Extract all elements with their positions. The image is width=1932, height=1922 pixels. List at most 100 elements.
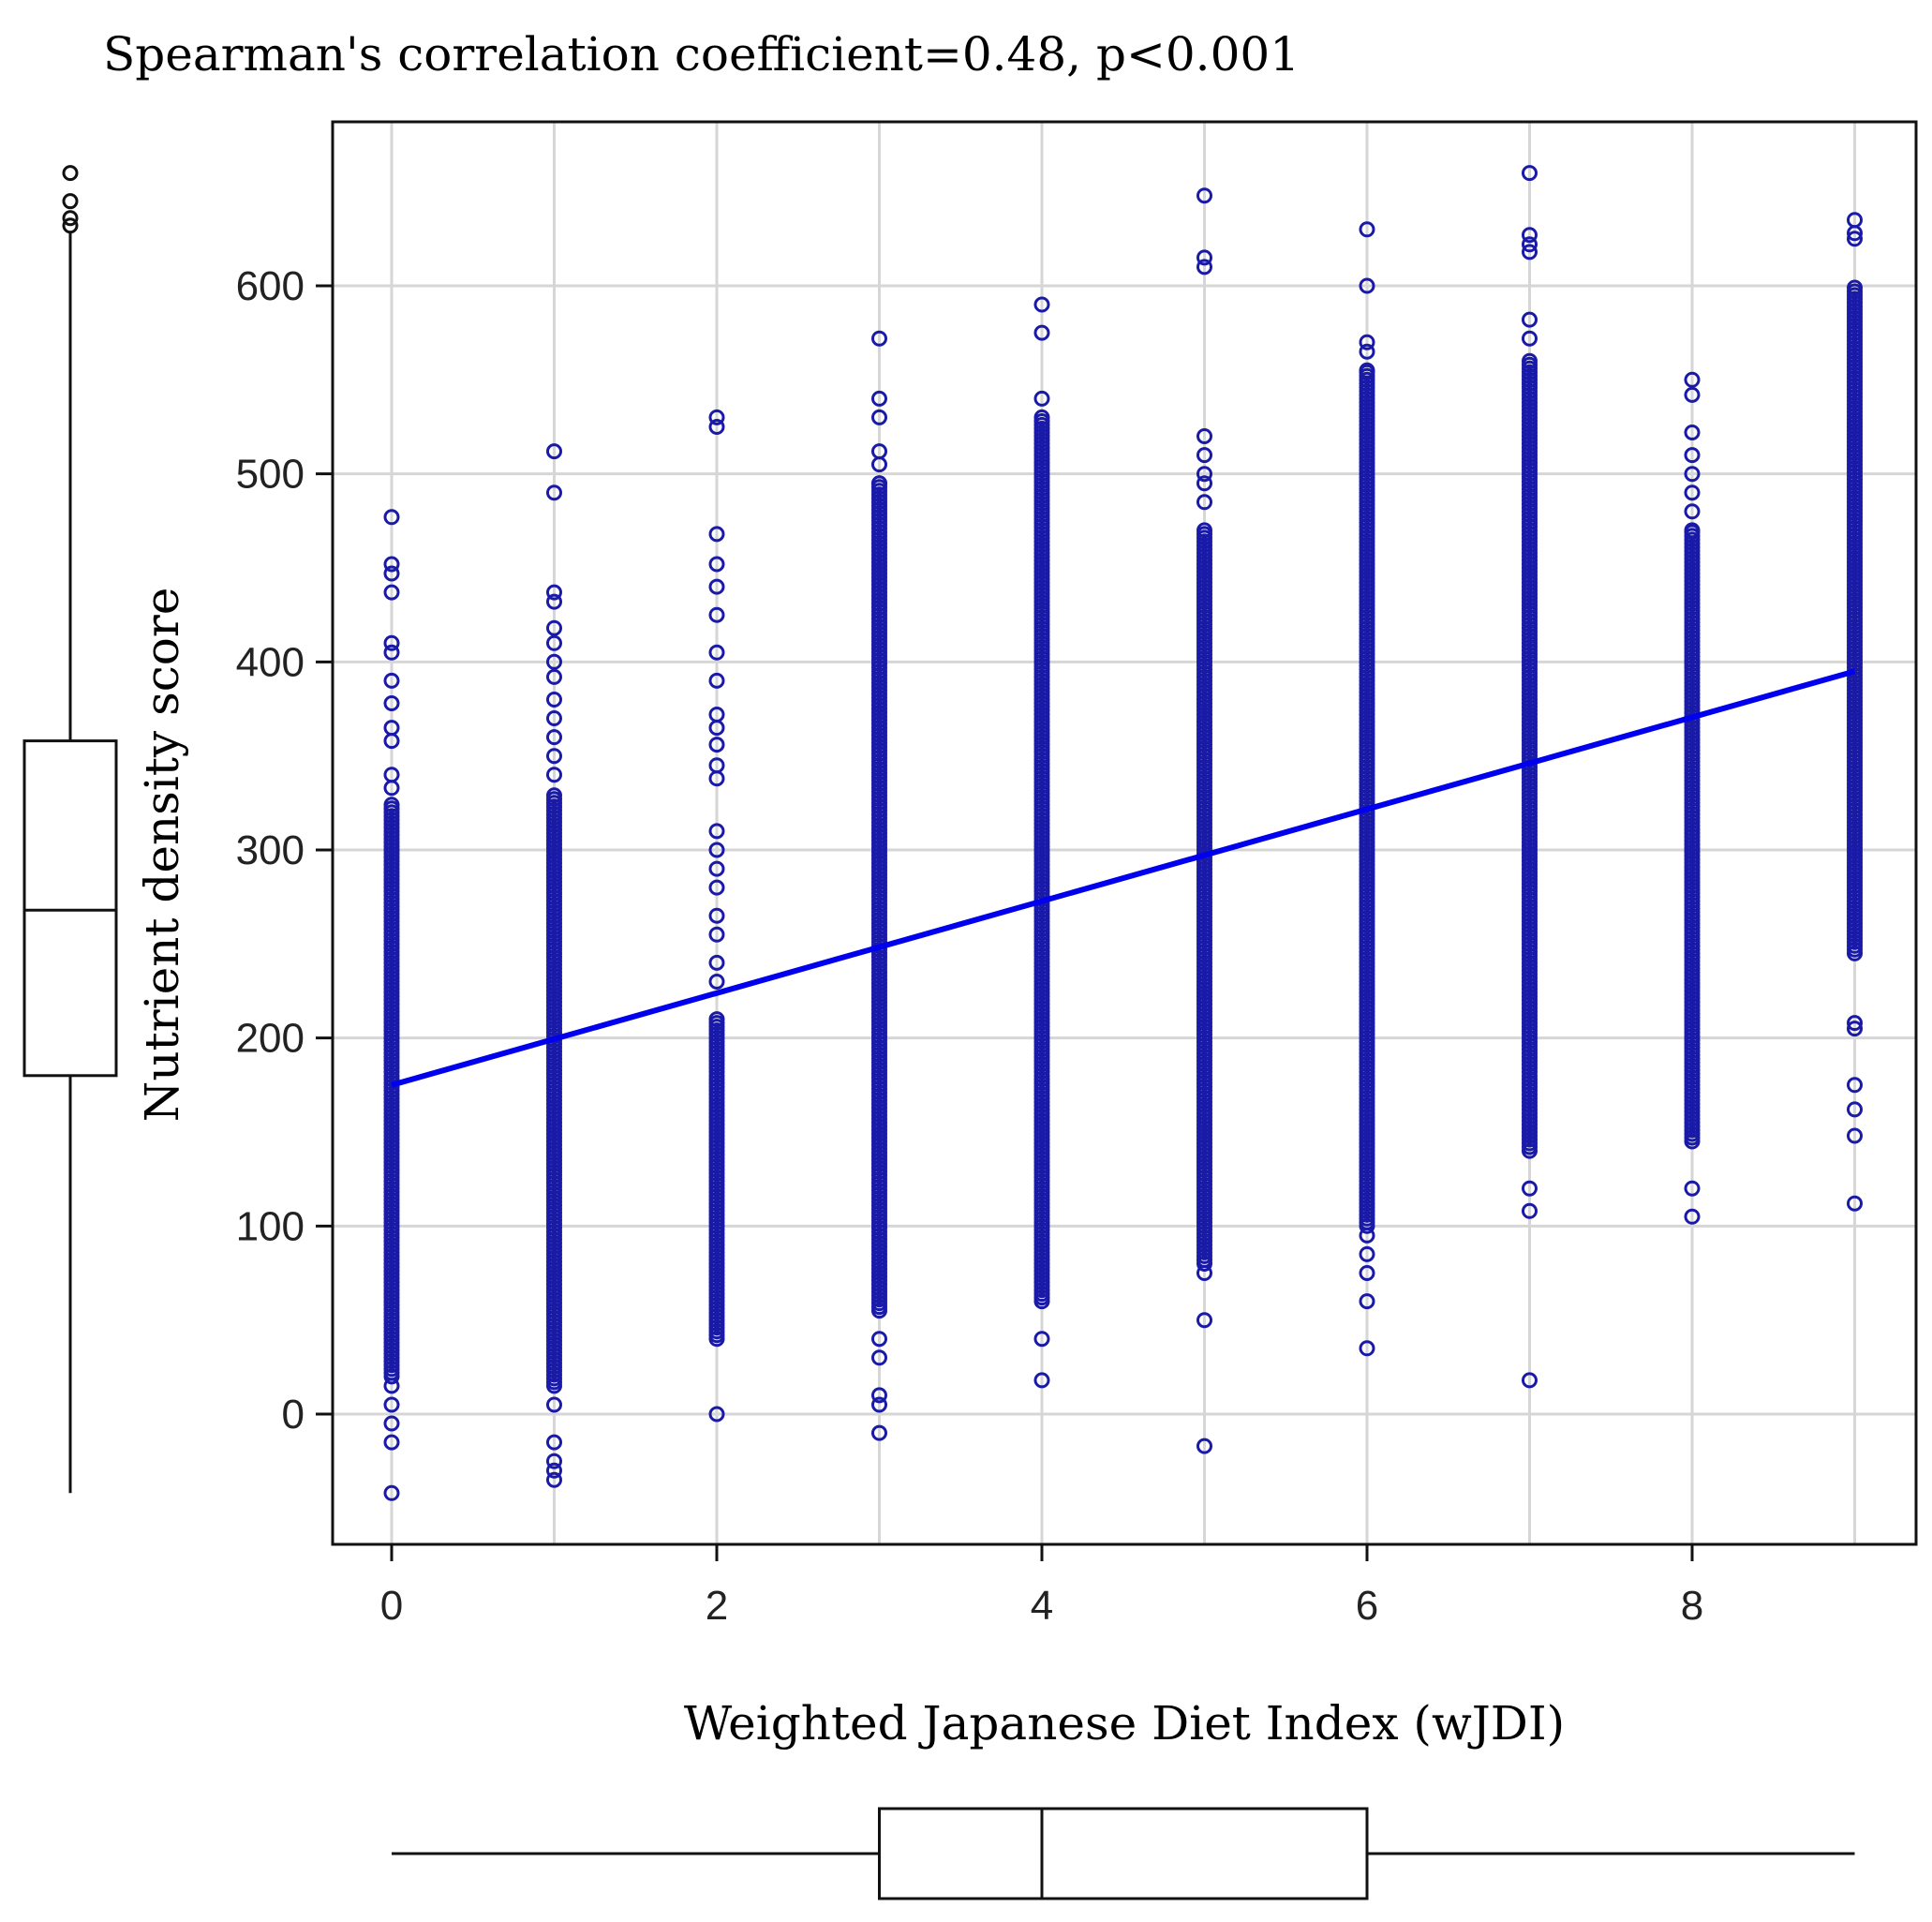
data-point <box>1522 330 1538 347</box>
data-point <box>1847 1021 1863 1037</box>
data-point <box>546 653 562 670</box>
data-point <box>871 1396 887 1413</box>
data-point <box>1684 371 1701 388</box>
data-point <box>1196 187 1212 204</box>
data-point <box>1359 362 1375 379</box>
data-point <box>1196 249 1212 266</box>
data-point <box>1684 425 1701 440</box>
data-point <box>546 443 562 460</box>
data-point <box>383 565 400 582</box>
x-axis-ticks: 0 2 4 6 8 <box>380 1544 1703 1629</box>
data-point <box>1359 1293 1375 1310</box>
data-point <box>1684 484 1701 501</box>
data-point <box>708 737 725 753</box>
data-point <box>1359 1227 1375 1244</box>
x-tick-label: 6 <box>1356 1583 1378 1629</box>
data-point <box>546 787 562 804</box>
data-point <box>708 954 725 971</box>
data-point <box>708 556 725 573</box>
data-point <box>708 1011 725 1028</box>
data-point <box>1033 390 1050 407</box>
x-tick-label: 0 <box>380 1583 403 1629</box>
data-point <box>546 619 562 636</box>
data-point <box>1522 165 1538 182</box>
data-point <box>871 390 887 407</box>
data-point <box>383 1378 400 1394</box>
data-point <box>546 1462 562 1479</box>
y-tick-label: 600 <box>236 263 305 309</box>
data-point <box>546 692 562 708</box>
data-point <box>1847 1015 1863 1032</box>
data-point <box>708 860 725 877</box>
data-point <box>546 634 562 651</box>
y-tick-label: 200 <box>236 1016 305 1062</box>
data-point <box>546 748 562 765</box>
y-box-outlier <box>62 165 79 182</box>
correlation-annotation: Spearman's correlation coefficient=0.48,… <box>103 27 1300 82</box>
data-point <box>1196 259 1212 276</box>
data-point <box>546 584 562 601</box>
data-point <box>708 578 725 595</box>
data-point <box>1684 503 1701 520</box>
data-point <box>1847 1077 1863 1094</box>
data-point <box>546 668 562 685</box>
data-point <box>871 409 887 425</box>
data-point <box>1522 311 1538 328</box>
data-point <box>1522 352 1538 369</box>
data-point <box>383 797 400 813</box>
data-point <box>383 1484 400 1501</box>
x-boxplot <box>392 1807 1855 1900</box>
y-box-outlier <box>62 193 79 210</box>
data-point <box>546 593 562 610</box>
data-point <box>1196 1265 1212 1281</box>
data-point <box>383 672 400 689</box>
data-point <box>1847 1195 1863 1212</box>
y-box-outlier <box>62 210 79 227</box>
y-tick-label: 500 <box>236 452 305 498</box>
data-point <box>1359 334 1375 350</box>
data-point <box>383 584 400 601</box>
data-point <box>1196 494 1212 511</box>
y-tick-label: 400 <box>236 639 305 685</box>
data-point <box>1196 475 1212 492</box>
data-point <box>1522 1202 1538 1219</box>
data-point <box>383 780 400 797</box>
data-point <box>1684 466 1701 483</box>
data-point <box>708 879 725 896</box>
data-point <box>546 484 562 501</box>
data-point <box>708 672 725 689</box>
data-point <box>1359 1265 1375 1281</box>
data-point <box>708 770 725 787</box>
data-point <box>546 1434 562 1451</box>
data-point <box>1847 279 1863 296</box>
data-point <box>1359 221 1375 238</box>
data-point <box>708 1406 725 1423</box>
data-point <box>383 634 400 651</box>
data-point <box>1684 1208 1701 1225</box>
data-point <box>1196 1438 1212 1454</box>
y-tick-label: 100 <box>236 1203 305 1249</box>
data-point <box>1847 1101 1863 1118</box>
data-point <box>546 1471 562 1488</box>
data-point <box>871 330 887 347</box>
data-point <box>1684 1180 1701 1197</box>
data-point <box>1847 1127 1863 1144</box>
data-point <box>871 1331 887 1348</box>
data-point <box>1684 522 1701 539</box>
data-point <box>708 419 725 435</box>
data-point <box>1359 277 1375 294</box>
data-point <box>1359 343 1375 360</box>
data-point <box>1522 236 1538 253</box>
x-tick-label: 4 <box>1031 1583 1053 1629</box>
data-point <box>871 1387 887 1404</box>
data-point <box>708 926 725 943</box>
data-point <box>383 695 400 711</box>
data-points <box>383 165 1863 1501</box>
data-point <box>1033 1331 1050 1348</box>
data-point <box>708 974 725 990</box>
x-tick-label: 8 <box>1681 1583 1703 1629</box>
data-point <box>383 556 400 573</box>
data-point <box>1196 1312 1212 1329</box>
data-point <box>1033 296 1050 313</box>
